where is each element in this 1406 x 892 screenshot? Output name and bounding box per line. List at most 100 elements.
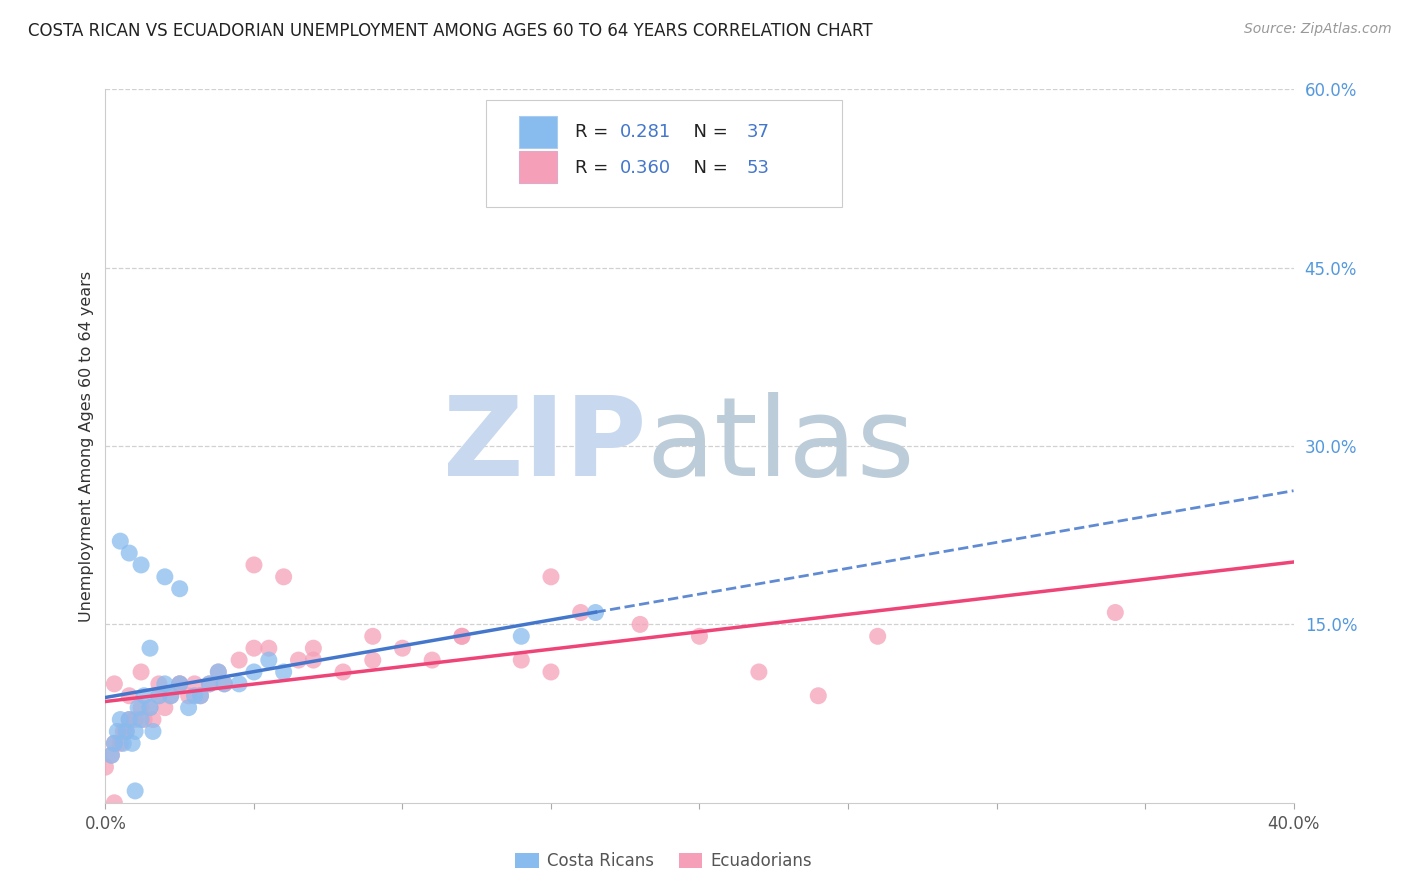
Point xyxy=(115,724,138,739)
Point xyxy=(118,713,141,727)
Point xyxy=(129,558,152,572)
Point xyxy=(748,665,770,679)
Point xyxy=(148,677,170,691)
Point xyxy=(540,665,562,679)
Text: 0.360: 0.360 xyxy=(620,159,671,177)
Point xyxy=(148,689,170,703)
Point xyxy=(257,653,280,667)
Point xyxy=(110,534,132,549)
Point xyxy=(153,700,176,714)
Point xyxy=(287,653,309,667)
Point xyxy=(628,617,651,632)
Point xyxy=(198,677,221,691)
Point xyxy=(118,689,141,703)
Point xyxy=(124,713,146,727)
Point xyxy=(94,760,117,774)
Point xyxy=(866,629,889,643)
Point xyxy=(159,689,181,703)
Point xyxy=(142,713,165,727)
Point xyxy=(198,677,221,691)
Point xyxy=(183,689,205,703)
FancyBboxPatch shape xyxy=(485,100,842,207)
Point xyxy=(139,700,162,714)
Text: 0.281: 0.281 xyxy=(620,123,671,141)
Point xyxy=(207,665,229,679)
Point xyxy=(257,641,280,656)
Point xyxy=(1104,606,1126,620)
Point xyxy=(132,689,155,703)
Point xyxy=(103,796,125,810)
Text: 37: 37 xyxy=(747,123,770,141)
Point xyxy=(159,689,181,703)
Text: N =: N = xyxy=(682,123,733,141)
Point xyxy=(103,736,125,750)
Text: 53: 53 xyxy=(747,159,770,177)
Point xyxy=(110,713,132,727)
Point xyxy=(100,748,122,763)
Point xyxy=(214,677,236,691)
Point xyxy=(569,606,592,620)
Point xyxy=(190,689,212,703)
Text: COSTA RICAN VS ECUADORIAN UNEMPLOYMENT AMONG AGES 60 TO 64 YEARS CORRELATION CHA: COSTA RICAN VS ECUADORIAN UNEMPLOYMENT A… xyxy=(28,22,873,40)
Point xyxy=(169,582,191,596)
Point xyxy=(243,641,266,656)
Point xyxy=(273,665,295,679)
Text: R =: R = xyxy=(575,159,614,177)
Legend: Costa Ricans, Ecuadorians: Costa Ricans, Ecuadorians xyxy=(509,846,818,877)
Point xyxy=(177,700,200,714)
Text: R =: R = xyxy=(575,123,614,141)
Point xyxy=(132,713,155,727)
FancyBboxPatch shape xyxy=(519,116,557,148)
Point xyxy=(115,724,138,739)
Point xyxy=(689,629,711,643)
Point xyxy=(302,653,325,667)
Point xyxy=(118,713,141,727)
Point xyxy=(420,653,443,667)
Point xyxy=(361,629,384,643)
Point xyxy=(148,689,170,703)
Point xyxy=(142,724,165,739)
Point xyxy=(105,724,128,739)
Point xyxy=(169,677,191,691)
Point xyxy=(153,677,176,691)
Point xyxy=(273,570,295,584)
Point xyxy=(243,665,266,679)
Point xyxy=(110,736,132,750)
Point xyxy=(510,629,533,643)
Point xyxy=(103,677,125,691)
Point xyxy=(129,713,152,727)
Point xyxy=(129,665,152,679)
Point xyxy=(807,689,830,703)
Point xyxy=(127,700,149,714)
Point xyxy=(391,641,413,656)
Point xyxy=(177,689,200,703)
Point xyxy=(361,653,384,667)
Text: N =: N = xyxy=(682,159,733,177)
Point xyxy=(169,677,191,691)
Point xyxy=(139,700,162,714)
Point xyxy=(540,570,562,584)
Point xyxy=(118,546,141,560)
Point xyxy=(450,629,472,643)
Point xyxy=(124,724,146,739)
Point xyxy=(124,784,146,798)
Point xyxy=(100,748,122,763)
Y-axis label: Unemployment Among Ages 60 to 64 years: Unemployment Among Ages 60 to 64 years xyxy=(79,270,94,622)
Point xyxy=(112,736,135,750)
FancyBboxPatch shape xyxy=(519,152,557,184)
Text: Source: ZipAtlas.com: Source: ZipAtlas.com xyxy=(1244,22,1392,37)
Point xyxy=(169,677,191,691)
Text: ZIP: ZIP xyxy=(443,392,645,500)
Point xyxy=(103,736,125,750)
Point xyxy=(510,653,533,667)
Point xyxy=(302,641,325,656)
Point xyxy=(139,641,162,656)
Point xyxy=(153,570,176,584)
Point xyxy=(121,736,143,750)
Point xyxy=(243,558,266,572)
Text: atlas: atlas xyxy=(645,392,914,500)
Point xyxy=(585,606,607,620)
Point xyxy=(214,677,236,691)
Point xyxy=(112,724,135,739)
Point xyxy=(450,629,472,643)
